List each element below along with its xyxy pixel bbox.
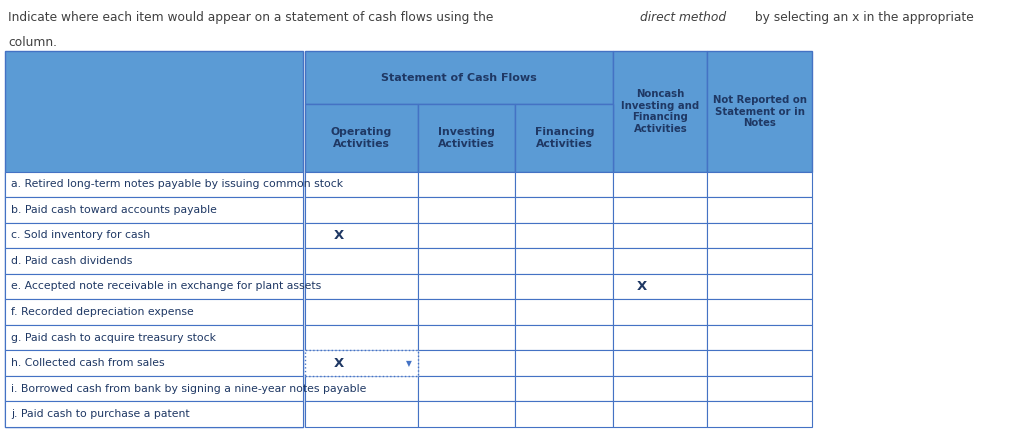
Bar xyxy=(5,350,303,376)
Bar xyxy=(417,325,515,350)
Bar xyxy=(515,402,613,427)
Text: e. Accepted note receivable in exchange for plant assets: e. Accepted note receivable in exchange … xyxy=(11,281,322,291)
Bar xyxy=(613,376,708,402)
Text: ▼: ▼ xyxy=(407,359,412,368)
Bar xyxy=(417,197,515,223)
Bar xyxy=(613,223,708,248)
Bar xyxy=(417,299,515,325)
Text: direct method: direct method xyxy=(640,11,726,24)
Bar xyxy=(305,299,417,325)
Bar xyxy=(515,299,613,325)
Bar xyxy=(305,325,417,350)
Text: Financing
Activities: Financing Activities xyxy=(535,127,594,148)
Text: X: X xyxy=(334,356,345,369)
Bar xyxy=(708,223,812,248)
Bar xyxy=(515,248,613,274)
Bar xyxy=(305,51,613,104)
Bar xyxy=(305,223,417,248)
Bar xyxy=(613,248,708,274)
Bar xyxy=(305,197,417,223)
Bar xyxy=(417,376,515,402)
Bar xyxy=(417,402,515,427)
Bar xyxy=(417,274,515,299)
Bar xyxy=(305,350,417,376)
Bar xyxy=(708,51,812,172)
Text: Statement of Cash Flows: Statement of Cash Flows xyxy=(382,73,537,83)
Bar xyxy=(5,376,303,402)
Bar xyxy=(417,248,515,274)
Bar xyxy=(708,274,812,299)
Text: Noncash
Investing and
Financing
Activities: Noncash Investing and Financing Activiti… xyxy=(621,89,700,134)
Bar xyxy=(515,325,613,350)
Bar xyxy=(613,299,708,325)
Text: c. Sold inventory for cash: c. Sold inventory for cash xyxy=(11,230,150,240)
Text: g. Paid cash to acquire treasury stock: g. Paid cash to acquire treasury stock xyxy=(11,332,216,342)
Text: a. Retired long-term notes payable by issuing common stock: a. Retired long-term notes payable by is… xyxy=(11,179,344,189)
Text: j. Paid cash to purchase a patent: j. Paid cash to purchase a patent xyxy=(11,409,190,419)
Text: column.: column. xyxy=(8,36,57,49)
Bar xyxy=(417,104,515,172)
Text: b. Paid cash toward accounts payable: b. Paid cash toward accounts payable xyxy=(11,205,217,215)
Text: Operating
Activities: Operating Activities xyxy=(331,127,392,148)
Bar xyxy=(305,402,417,427)
Bar xyxy=(5,248,303,274)
Bar xyxy=(515,104,613,172)
Bar xyxy=(708,325,812,350)
Bar xyxy=(5,274,303,299)
Bar xyxy=(515,274,613,299)
Bar xyxy=(613,350,708,376)
Text: d. Paid cash dividends: d. Paid cash dividends xyxy=(11,256,132,266)
Bar xyxy=(515,223,613,248)
Bar xyxy=(305,376,417,402)
Text: X: X xyxy=(637,280,647,293)
Text: Not Reported on
Statement or in
Notes: Not Reported on Statement or in Notes xyxy=(713,95,807,128)
Text: Indicate where each item would appear on a statement of cash flows using the: Indicate where each item would appear on… xyxy=(8,11,498,24)
Bar xyxy=(5,299,303,325)
Bar xyxy=(613,51,708,172)
Bar xyxy=(708,172,812,197)
Bar xyxy=(515,172,613,197)
Bar xyxy=(613,197,708,223)
Bar xyxy=(5,172,303,197)
Bar xyxy=(5,51,303,427)
Bar xyxy=(417,223,515,248)
Bar xyxy=(708,376,812,402)
Bar xyxy=(417,172,515,197)
Bar xyxy=(5,325,303,350)
Bar xyxy=(5,402,303,427)
Bar xyxy=(417,350,515,376)
Bar xyxy=(708,197,812,223)
Text: X: X xyxy=(334,229,345,242)
Text: h. Collected cash from sales: h. Collected cash from sales xyxy=(11,358,165,368)
Bar xyxy=(613,325,708,350)
Bar xyxy=(708,248,812,274)
Bar xyxy=(613,274,708,299)
Bar xyxy=(515,197,613,223)
Bar xyxy=(708,402,812,427)
Text: Investing
Activities: Investing Activities xyxy=(438,127,495,148)
Bar xyxy=(613,172,708,197)
Bar xyxy=(613,402,708,427)
Bar xyxy=(5,197,303,223)
Bar xyxy=(708,299,812,325)
Text: i. Borrowed cash from bank by signing a nine-year notes payable: i. Borrowed cash from bank by signing a … xyxy=(11,384,366,393)
Bar xyxy=(305,248,417,274)
Bar xyxy=(305,172,417,197)
Bar xyxy=(5,223,303,248)
Bar xyxy=(515,376,613,402)
Bar xyxy=(305,104,417,172)
Bar xyxy=(515,350,613,376)
Bar xyxy=(708,350,812,376)
Bar xyxy=(305,274,417,299)
Text: by selecting an x in the appropriate: by selecting an x in the appropriate xyxy=(750,11,974,24)
Text: f. Recorded depreciation expense: f. Recorded depreciation expense xyxy=(11,307,195,317)
